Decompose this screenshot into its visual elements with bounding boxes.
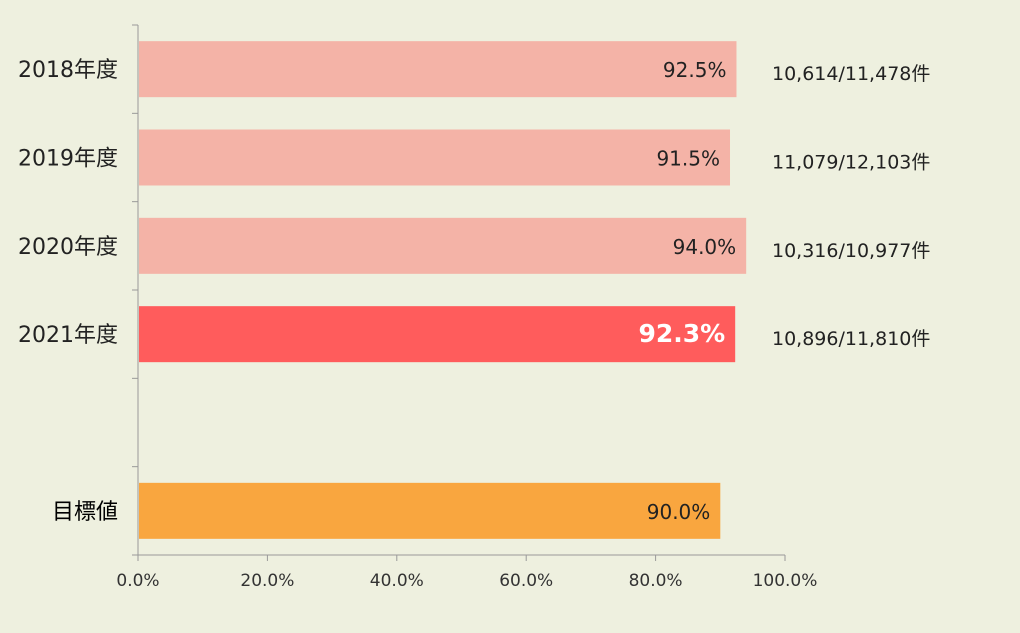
count-label: 11,079/12,103件: [772, 152, 930, 174]
bar: [139, 217, 747, 274]
x-tick-label: 40.0%: [370, 571, 424, 591]
bar: [139, 306, 736, 363]
bar-value-label: 91.5%: [656, 147, 720, 171]
bar-value-label: 92.5%: [663, 58, 727, 82]
category-label: 目標値: [52, 500, 118, 525]
category-label: 2018年度: [18, 58, 118, 83]
x-tick-label: 60.0%: [499, 571, 553, 591]
bar-value-label: 90.0%: [647, 500, 711, 524]
count-label: 10,896/11,810件: [772, 328, 930, 350]
count-label: 10,614/11,478件: [772, 63, 930, 85]
category-label: 2020年度: [18, 235, 118, 260]
target-bar: [139, 482, 721, 539]
x-tick-label: 0.0%: [116, 571, 159, 591]
bar: [139, 129, 731, 186]
x-tick-label: 80.0%: [629, 571, 683, 591]
bar: [139, 41, 737, 98]
count-label: 10,316/10,977件: [772, 240, 930, 262]
bar-value-label: 94.0%: [673, 235, 737, 259]
category-label: 2021年度: [18, 323, 118, 348]
bar-value-label: 92.3%: [638, 319, 725, 348]
category-label: 2019年度: [18, 147, 118, 172]
chart-axes: [132, 24, 786, 561]
chart-labels: 0.0% 20.0% 40.0% 60.0% 80.0% 100.0% 2018年度 92.5…: [18, 58, 930, 591]
x-tick-label: 100.0%: [753, 571, 818, 591]
x-tick-label: 20.0%: [240, 571, 294, 591]
chart-bars: [139, 41, 747, 539]
